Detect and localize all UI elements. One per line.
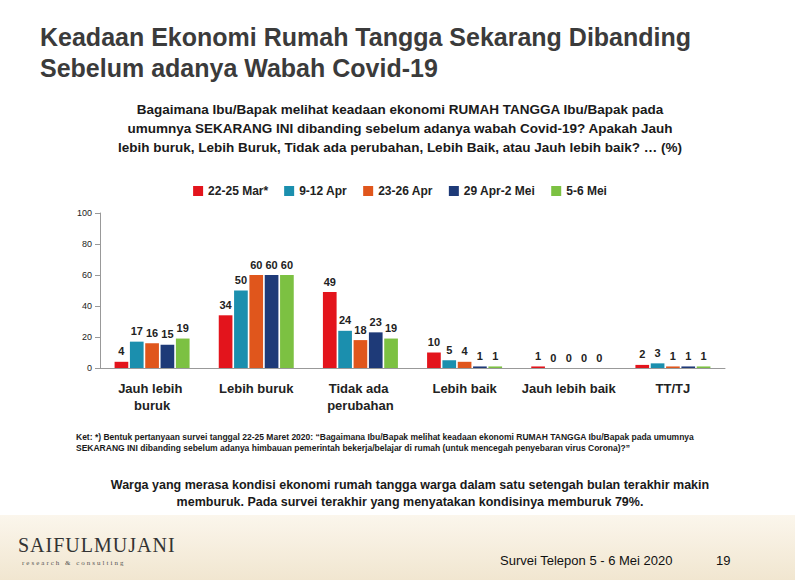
svg-text:23-26 Apr: 23-26 Apr <box>378 184 433 198</box>
html-text:Warga yang merasa kondisi ekon: Warga yang merasa kondisi ekonomi rumah … <box>110 478 710 509</box>
svg-text:1: 1 <box>701 350 707 362</box>
html-text:19: 19 <box>716 553 731 568</box>
svg-text:20: 20 <box>82 332 92 342</box>
svg-text:3: 3 <box>655 347 661 359</box>
svg-text:60: 60 <box>250 259 262 271</box>
svg-text:5: 5 <box>446 344 452 356</box>
html-text:SAIFULMUJANI: SAIFULMUJANI <box>18 534 176 556</box>
svg-text:22-25 Mar*: 22-25 Mar* <box>208 184 268 198</box>
svg-text:1: 1 <box>492 350 498 362</box>
svg-text:23: 23 <box>370 316 382 328</box>
svg-text:perubahan: perubahan <box>327 398 394 413</box>
html-text:Keadaan Ekonomi Rumah Tangga S: Keadaan Ekonomi Rumah Tangga Sekarang Di… <box>40 23 691 82</box>
svg-text:1: 1 <box>477 350 483 362</box>
svg-text:17: 17 <box>131 325 143 337</box>
svg-text:0: 0 <box>566 352 572 364</box>
svg-text:16: 16 <box>146 327 158 339</box>
svg-text:Jauh lebih baik: Jauh lebih baik <box>522 381 617 396</box>
svg-text:5-6 Mei: 5-6 Mei <box>566 184 607 198</box>
svg-text:50: 50 <box>235 274 247 286</box>
svg-text:0: 0 <box>596 352 602 364</box>
svg-text:2: 2 <box>639 348 645 360</box>
svg-text:0: 0 <box>581 352 587 364</box>
html-text:Bagaimana Ibu/Bapak melihat ke: Bagaimana Ibu/Bapak melihat keadaan ekon… <box>118 102 682 155</box>
svg-text:1: 1 <box>670 350 676 362</box>
svg-text:buruk: buruk <box>134 398 171 413</box>
svg-text:40: 40 <box>82 301 92 311</box>
svg-text:49: 49 <box>324 276 336 288</box>
svg-text:18: 18 <box>354 324 366 336</box>
svg-text:15: 15 <box>161 328 173 340</box>
svg-text:24: 24 <box>339 314 352 326</box>
svg-text:34: 34 <box>219 299 232 311</box>
svg-text:4: 4 <box>118 345 125 357</box>
svg-text:100: 100 <box>77 208 92 218</box>
svg-text:60: 60 <box>82 270 92 280</box>
svg-text:0: 0 <box>87 363 92 373</box>
svg-text:Lebih buruk: Lebih buruk <box>219 381 294 396</box>
svg-text:19: 19 <box>385 322 397 334</box>
html-text:research & consulting: research & consulting <box>22 559 126 567</box>
svg-text:0: 0 <box>550 352 556 364</box>
svg-text:80: 80 <box>82 239 92 249</box>
svg-text:Lebih baik: Lebih baik <box>432 381 497 396</box>
svg-text:60: 60 <box>265 259 277 271</box>
svg-text:Jauh lebih: Jauh lebih <box>118 381 186 396</box>
html-text:Ket: *) Bentuk pertanyaan surv: Ket: *) Bentuk pertanyaan survei tanggal… <box>76 432 694 453</box>
svg-text:4: 4 <box>462 345 469 357</box>
svg-text:60: 60 <box>281 259 293 271</box>
svg-text:1: 1 <box>685 350 691 362</box>
svg-text:10: 10 <box>428 336 440 348</box>
svg-text:9-12 Apr: 9-12 Apr <box>299 184 347 198</box>
html-text:Survei Telepon 5 - 6 Mei 2020: Survei Telepon 5 - 6 Mei 2020 <box>500 553 673 568</box>
svg-text:TT/TJ: TT/TJ <box>656 381 691 396</box>
svg-text:1: 1 <box>535 350 541 362</box>
svg-text:Tidak ada: Tidak ada <box>329 381 392 396</box>
svg-text:29 Apr-2 Mei: 29 Apr-2 Mei <box>464 184 535 198</box>
svg-text:19: 19 <box>177 322 189 334</box>
